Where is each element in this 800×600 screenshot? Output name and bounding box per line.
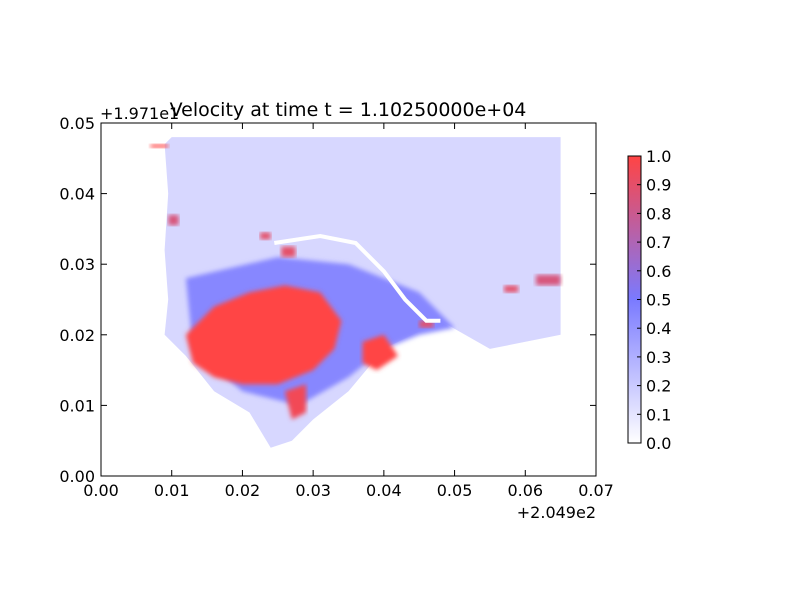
x-tick-label: 0.05 xyxy=(437,481,473,500)
colorbar-tick-label: 0.8 xyxy=(646,204,671,223)
colorbar-tick-label: 0.0 xyxy=(646,434,671,453)
x-tick-label: 0.06 xyxy=(507,481,543,500)
heatmap-region-high-velocity-spot-6 xyxy=(168,214,179,226)
y-tick-label: 0.04 xyxy=(59,185,95,204)
x-tick-label: 0.02 xyxy=(225,481,261,500)
heatmap-region-high-velocity-spot-2 xyxy=(281,246,296,258)
colorbar xyxy=(628,156,641,443)
y-tick-label: 0.01 xyxy=(59,396,95,415)
colorbar-tick-label: 1.0 xyxy=(646,147,671,166)
colorbar-tick-label: 0.3 xyxy=(646,348,671,367)
heatmap-region-high-velocity-main xyxy=(185,285,342,385)
x-tick-label: 0.03 xyxy=(295,481,331,500)
heatmap-region-high-velocity-spot-1 xyxy=(260,232,271,240)
y-tick-label: 0.05 xyxy=(59,114,95,133)
y-tick-label: 0.03 xyxy=(59,255,95,274)
colorbar-tick-label: 0.6 xyxy=(646,262,671,281)
colorbar-tick-label: 0.5 xyxy=(646,291,671,310)
colorbar-tick-label: 0.9 xyxy=(646,176,671,195)
heatmap-region-high-velocity-nw xyxy=(150,144,169,148)
heatmap-region-high-velocity-east xyxy=(362,334,398,371)
colorbar-axis: 0.0 0.1 0.2 0.3 0.4 0.5 0.6 0.7 0.8 0.9 1.0 xyxy=(637,147,671,453)
y-axis: 0.00 0.01 0.02 0.03 0.04 0.05 xyxy=(59,114,596,486)
x-tick-label: 0.01 xyxy=(154,481,190,500)
colorbar-tick-label: 0.7 xyxy=(646,233,671,252)
x-offset-label: +2.049e2 xyxy=(517,503,596,522)
heatmap-region-high-velocity-spot-4 xyxy=(504,285,519,293)
colorbar-tick-label: 0.2 xyxy=(646,377,671,396)
x-tick-label: 0.04 xyxy=(366,481,402,500)
chart-title: Velocity at time t = 1.10250000e+04 xyxy=(170,99,527,121)
colorbar-tick-label: 0.1 xyxy=(646,405,671,424)
colorbar-tick-label: 0.4 xyxy=(646,319,671,338)
y-offset-label: +1.971e1 xyxy=(100,104,179,123)
heatmap-layer xyxy=(150,137,561,448)
x-tick-label: 0.07 xyxy=(578,481,614,500)
y-tick-label: 0.00 xyxy=(59,467,95,486)
axes-frame xyxy=(100,122,597,477)
heatmap-dry-channel xyxy=(273,233,441,323)
x-tick-label: 0.00 xyxy=(83,481,119,500)
heatmap-region-high-velocity-south xyxy=(284,384,307,420)
heatmap-region-high-velocity-spot-5 xyxy=(535,274,561,286)
y-tick-label: 0.02 xyxy=(59,326,95,345)
x-axis: 0.00 0.01 0.02 0.03 0.04 0.05 0.06 0.07 xyxy=(83,123,614,500)
